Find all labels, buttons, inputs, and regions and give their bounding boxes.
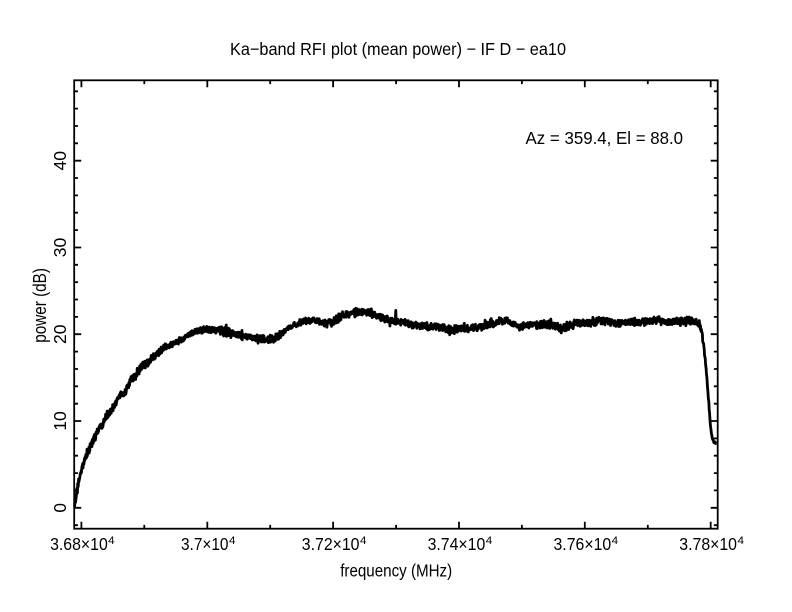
svg-text:Ka−band RFI plot (mean power): Ka−band RFI plot (mean power) − IF D − e…	[230, 39, 566, 59]
svg-text:4: 4	[486, 535, 493, 547]
svg-text:20: 20	[50, 324, 70, 344]
svg-text:0: 0	[50, 503, 70, 513]
svg-text:power (dB): power (dB)	[30, 268, 50, 343]
svg-text:3.72×10: 3.72×10	[302, 534, 360, 554]
svg-text:4: 4	[738, 535, 745, 547]
svg-text:frequency (MHz): frequency (MHz)	[340, 560, 452, 580]
svg-text:4: 4	[229, 535, 236, 547]
svg-text:4: 4	[612, 535, 619, 547]
svg-text:40: 40	[50, 151, 70, 171]
svg-text:30: 30	[50, 238, 70, 258]
svg-text:Az = 359.4, El = 88.0: Az = 359.4, El = 88.0	[526, 128, 684, 148]
svg-text:3.74×10: 3.74×10	[428, 534, 486, 554]
svg-text:3.68×10: 3.68×10	[50, 534, 108, 554]
svg-text:10: 10	[50, 411, 70, 431]
svg-text:4: 4	[108, 535, 115, 547]
svg-text:3.78×10: 3.78×10	[679, 534, 737, 554]
svg-text:3.76×10: 3.76×10	[554, 534, 612, 554]
svg-text:4: 4	[360, 535, 367, 547]
svg-text:3.7×10: 3.7×10	[181, 534, 229, 554]
